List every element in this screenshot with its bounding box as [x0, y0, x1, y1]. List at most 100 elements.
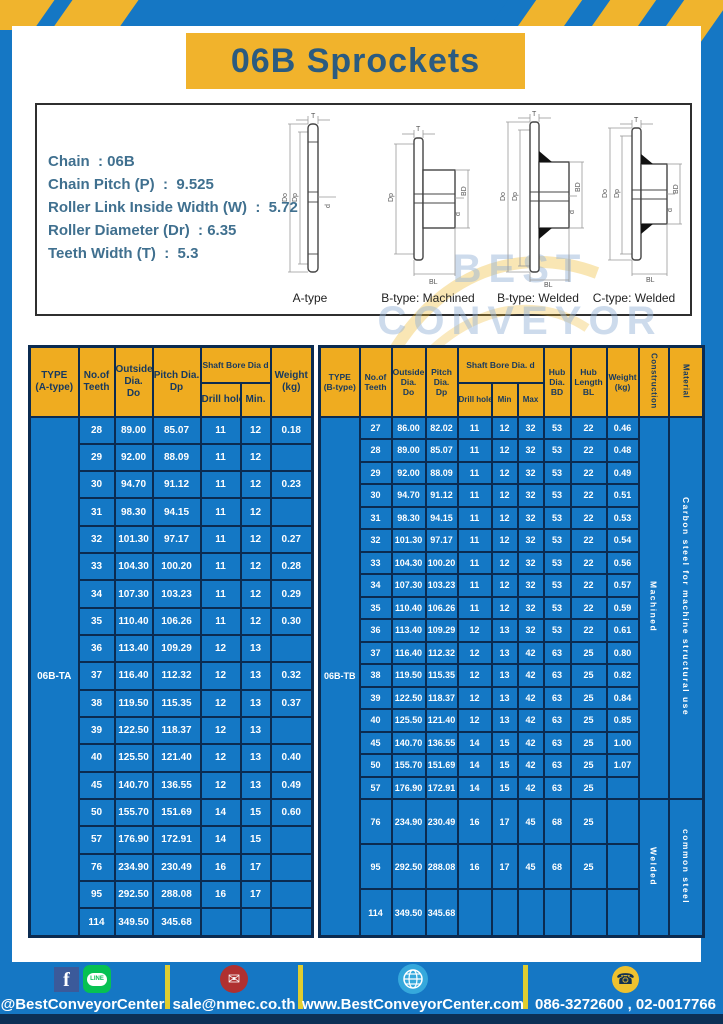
- cell: 63: [542, 663, 572, 688]
- cell: 0.61: [605, 618, 640, 643]
- cell: [456, 888, 493, 938]
- cell: 230.49: [424, 798, 459, 846]
- cell: 107.30: [113, 579, 154, 609]
- table-row: 29 92.00 88.09 11 12: [30, 442, 314, 473]
- cell: 12: [239, 524, 272, 555]
- cell: 113.40: [113, 633, 154, 664]
- col-header-hub-dia: Hub Dia. BD: [542, 345, 572, 418]
- cell: 121.40: [151, 743, 202, 773]
- cell: 42: [516, 663, 545, 688]
- diagram-label-a-type: A-type: [292, 291, 328, 305]
- cell: 155.70: [113, 797, 154, 828]
- table-row: 40 125.50 121.40 12 13 0.40: [30, 743, 314, 773]
- cell: 32: [516, 505, 545, 530]
- cell: 115.35: [151, 688, 202, 718]
- footer: f LINE @BestConveyorCenter ✉ sale@nmec.c…: [0, 962, 723, 1014]
- col-header-teeth: No.of Teeth: [77, 345, 116, 418]
- col-header-shaft-bore: Shaft Bore Dia. d: [456, 345, 545, 384]
- cell: 100.20: [424, 550, 459, 575]
- cell: 0.80: [605, 640, 640, 665]
- cell: 0.57: [605, 573, 640, 598]
- cell: 114: [77, 907, 116, 938]
- col-header-min: Min.: [239, 381, 272, 418]
- cell: 151.69: [424, 753, 459, 778]
- cell: 0.59: [605, 595, 640, 620]
- table-row: 31 98.30 94.15 11 12: [30, 497, 314, 527]
- cell: 68: [542, 798, 572, 846]
- footer-phone-section: ☎ 086-3272600 , 02-0017766: [528, 962, 723, 1014]
- cell: 63: [542, 775, 572, 801]
- cell: 40: [77, 743, 116, 773]
- cell: 12: [239, 470, 272, 500]
- cell: 0.49: [605, 460, 640, 485]
- cell: 119.50: [390, 663, 427, 688]
- dim-t: T: [634, 117, 639, 124]
- cell: 11: [456, 483, 493, 508]
- col-header-teeth: No.of Teeth: [358, 345, 393, 418]
- dim-t: T: [311, 113, 316, 120]
- cell: 0.51: [605, 483, 640, 508]
- table-row: 34 107.30 103.23 11 12 32 53 22 0.57: [320, 573, 704, 598]
- cell: 107.30: [390, 573, 427, 598]
- cell: 11: [199, 524, 242, 555]
- cell: 13: [239, 715, 272, 746]
- cell: 68: [542, 843, 572, 891]
- cell: 122.50: [390, 685, 427, 710]
- cell: 38: [358, 663, 393, 688]
- col-header-pitch-dia: Pitch Dia. Dp: [424, 345, 459, 418]
- cell: 98.30: [390, 505, 427, 530]
- cell: 53: [542, 618, 572, 643]
- cell: 106.26: [151, 606, 202, 637]
- table-row: 45 140.70 136.55 12 13 0.49: [30, 770, 314, 800]
- cell: 32: [77, 524, 116, 555]
- table-row: 114 349.50 345.68: [320, 888, 704, 938]
- table-row: 114 349.50 345.68: [30, 907, 314, 938]
- cell: 12: [490, 573, 519, 598]
- table-a-type: TYPE (A-type) No.of Teeth Outside Dia. D…: [28, 345, 314, 938]
- cell: 125.50: [390, 708, 427, 733]
- cell: 13: [490, 685, 519, 710]
- cell: 76: [77, 852, 116, 882]
- cell: 115.35: [424, 663, 459, 688]
- cell: 63: [542, 753, 572, 778]
- table-row: 38 119.50 115.35 12 13 42 63 25 0.82: [320, 663, 704, 688]
- cell: 32: [516, 415, 545, 440]
- cell: 176.90: [113, 825, 154, 855]
- cell: 172.91: [151, 825, 202, 855]
- col-header-outside-dia: Outside Dia. Do: [113, 345, 154, 418]
- cell: 12: [199, 715, 242, 746]
- cell: 12: [490, 483, 519, 508]
- table-row: 36 113.40 109.29 12 13 32 53 22 0.61: [320, 618, 704, 643]
- cell: 13: [490, 663, 519, 688]
- dim-do: Do: [500, 192, 507, 201]
- construction-cell: Welded: [637, 798, 670, 938]
- table-row: 95 292.50 288.08 16 17: [30, 879, 314, 910]
- cell: 11: [199, 579, 242, 609]
- col-header-outside-dia: Outside Dia. Do: [390, 345, 427, 418]
- cell: 42: [516, 685, 545, 710]
- table-row: 34 107.30 103.23 11 12 0.29: [30, 579, 314, 609]
- col-header-material: Material: [667, 345, 705, 418]
- construction-label: Machined: [648, 581, 659, 633]
- cell: 32: [516, 618, 545, 643]
- cell: 118.37: [151, 715, 202, 746]
- table-b-type: TYPE (B-type) No.of Teeth Outside Dia. D…: [318, 345, 706, 938]
- cell: 11: [456, 460, 493, 485]
- cell: 40: [358, 708, 393, 733]
- cell: 82.02: [424, 415, 459, 440]
- cell: 32: [516, 573, 545, 598]
- table-row: 50 155.70 151.69 14 15 0.60: [30, 797, 314, 828]
- cell: 33: [358, 550, 393, 575]
- cell: 37: [358, 640, 393, 665]
- cell: 35: [358, 595, 393, 620]
- cell: 176.90: [390, 775, 427, 801]
- cell: 349.50: [390, 888, 427, 938]
- cell: 14: [199, 825, 242, 855]
- table-row: 30 94.70 91.12 11 12 0.23: [30, 470, 314, 500]
- dim-d: d: [569, 210, 576, 214]
- cell: 94.15: [151, 497, 202, 527]
- table-row: 39 122.50 118.37 12 13: [30, 715, 314, 746]
- footer-divider: [523, 965, 528, 1009]
- cell: 25: [569, 663, 608, 688]
- cell: 0.23: [269, 470, 314, 500]
